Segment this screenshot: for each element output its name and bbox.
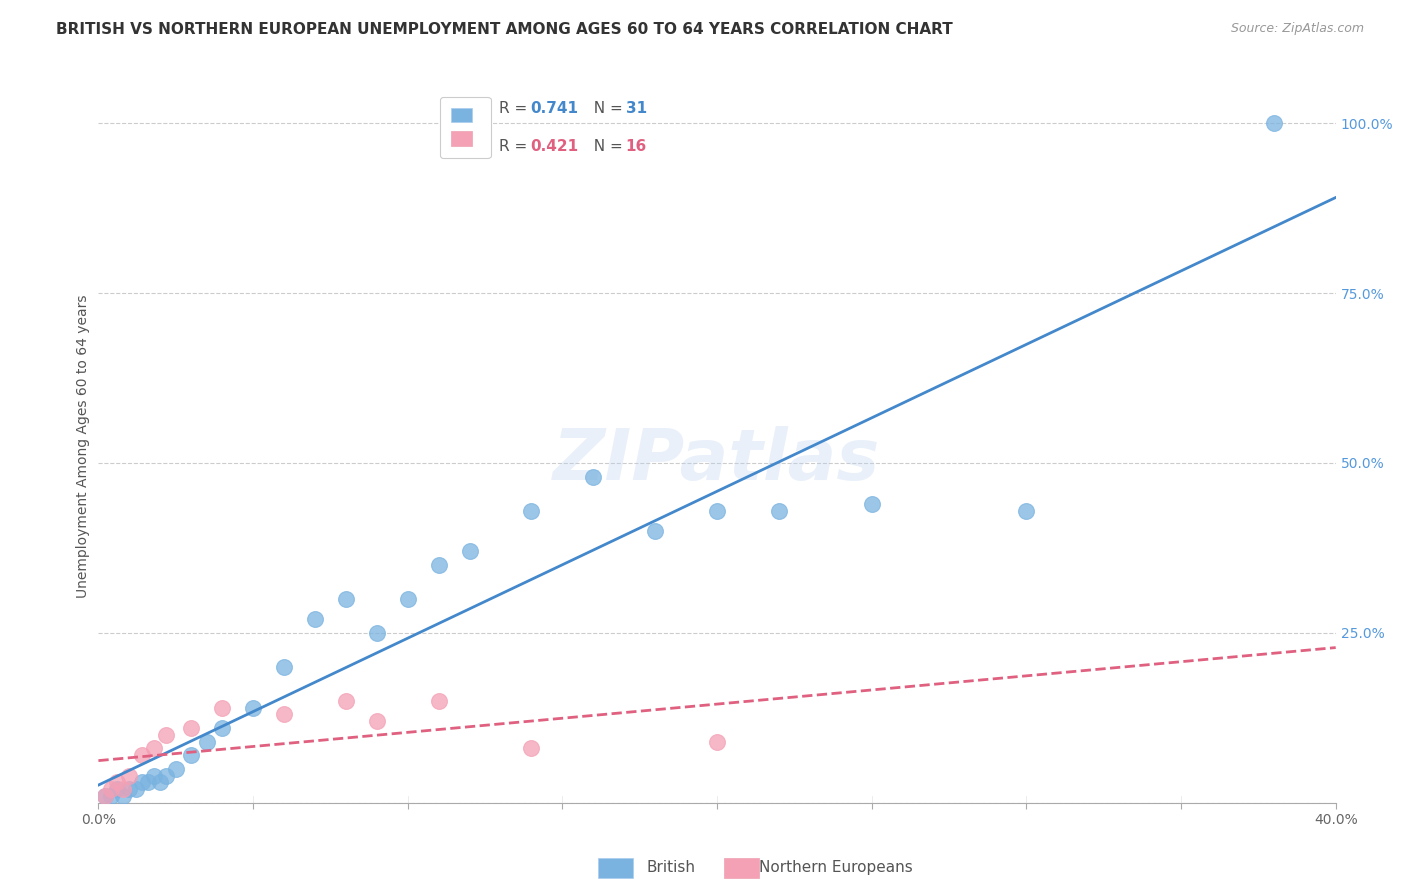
Point: [93, 789, 115, 803]
Point: [112, 782, 135, 797]
Point: [242, 700, 264, 714]
Point: [860, 497, 883, 511]
Point: [366, 714, 388, 729]
Point: [706, 503, 728, 517]
Text: ZIPatlas: ZIPatlas: [554, 425, 880, 495]
Point: [335, 694, 357, 708]
Point: [706, 734, 728, 748]
Text: 0.741: 0.741: [530, 101, 578, 116]
Point: [93, 789, 115, 803]
Point: [195, 734, 218, 748]
Point: [136, 775, 159, 789]
Point: [100, 782, 122, 797]
Text: Source: ZipAtlas.com: Source: ZipAtlas.com: [1230, 22, 1364, 36]
Point: [100, 789, 122, 803]
Point: [644, 524, 666, 538]
Y-axis label: Unemployment Among Ages 60 to 64 years: Unemployment Among Ages 60 to 64 years: [76, 294, 90, 598]
Text: R =: R =: [499, 138, 533, 153]
Point: [149, 775, 172, 789]
Point: [768, 503, 790, 517]
Point: [155, 769, 177, 783]
Point: [273, 660, 295, 674]
Text: 31: 31: [626, 101, 647, 116]
Point: [520, 503, 543, 517]
Point: [143, 741, 166, 756]
Text: N =: N =: [583, 138, 627, 153]
Point: [427, 558, 450, 572]
Point: [335, 591, 357, 606]
Text: 0.421: 0.421: [530, 138, 578, 153]
Point: [131, 775, 153, 789]
Point: [131, 748, 153, 763]
Point: [118, 769, 141, 783]
Point: [366, 626, 388, 640]
Point: [396, 591, 419, 606]
Point: [105, 782, 128, 797]
Point: [105, 775, 128, 789]
Text: R =: R =: [499, 101, 533, 116]
Point: [155, 728, 177, 742]
Point: [180, 721, 202, 735]
Point: [165, 762, 187, 776]
Point: [143, 769, 166, 783]
Point: [180, 748, 202, 763]
Point: [458, 544, 481, 558]
Text: BRITISH VS NORTHERN EUROPEAN UNEMPLOYMENT AMONG AGES 60 TO 64 YEARS CORRELATION : BRITISH VS NORTHERN EUROPEAN UNEMPLOYMEN…: [56, 22, 953, 37]
Legend: , : ,: [440, 97, 491, 158]
Point: [427, 694, 450, 708]
Point: [211, 721, 233, 735]
Point: [124, 782, 146, 797]
Point: [1015, 503, 1038, 517]
Text: Northern Europeans: Northern Europeans: [759, 860, 912, 874]
Text: N =: N =: [583, 101, 627, 116]
Point: [211, 700, 233, 714]
Point: [304, 612, 326, 626]
Point: [118, 782, 141, 797]
Text: British: British: [647, 860, 696, 874]
Point: [1263, 116, 1285, 130]
Point: [582, 469, 605, 483]
Text: 16: 16: [626, 138, 647, 153]
Point: [273, 707, 295, 722]
Point: [112, 789, 135, 803]
Point: [520, 741, 543, 756]
